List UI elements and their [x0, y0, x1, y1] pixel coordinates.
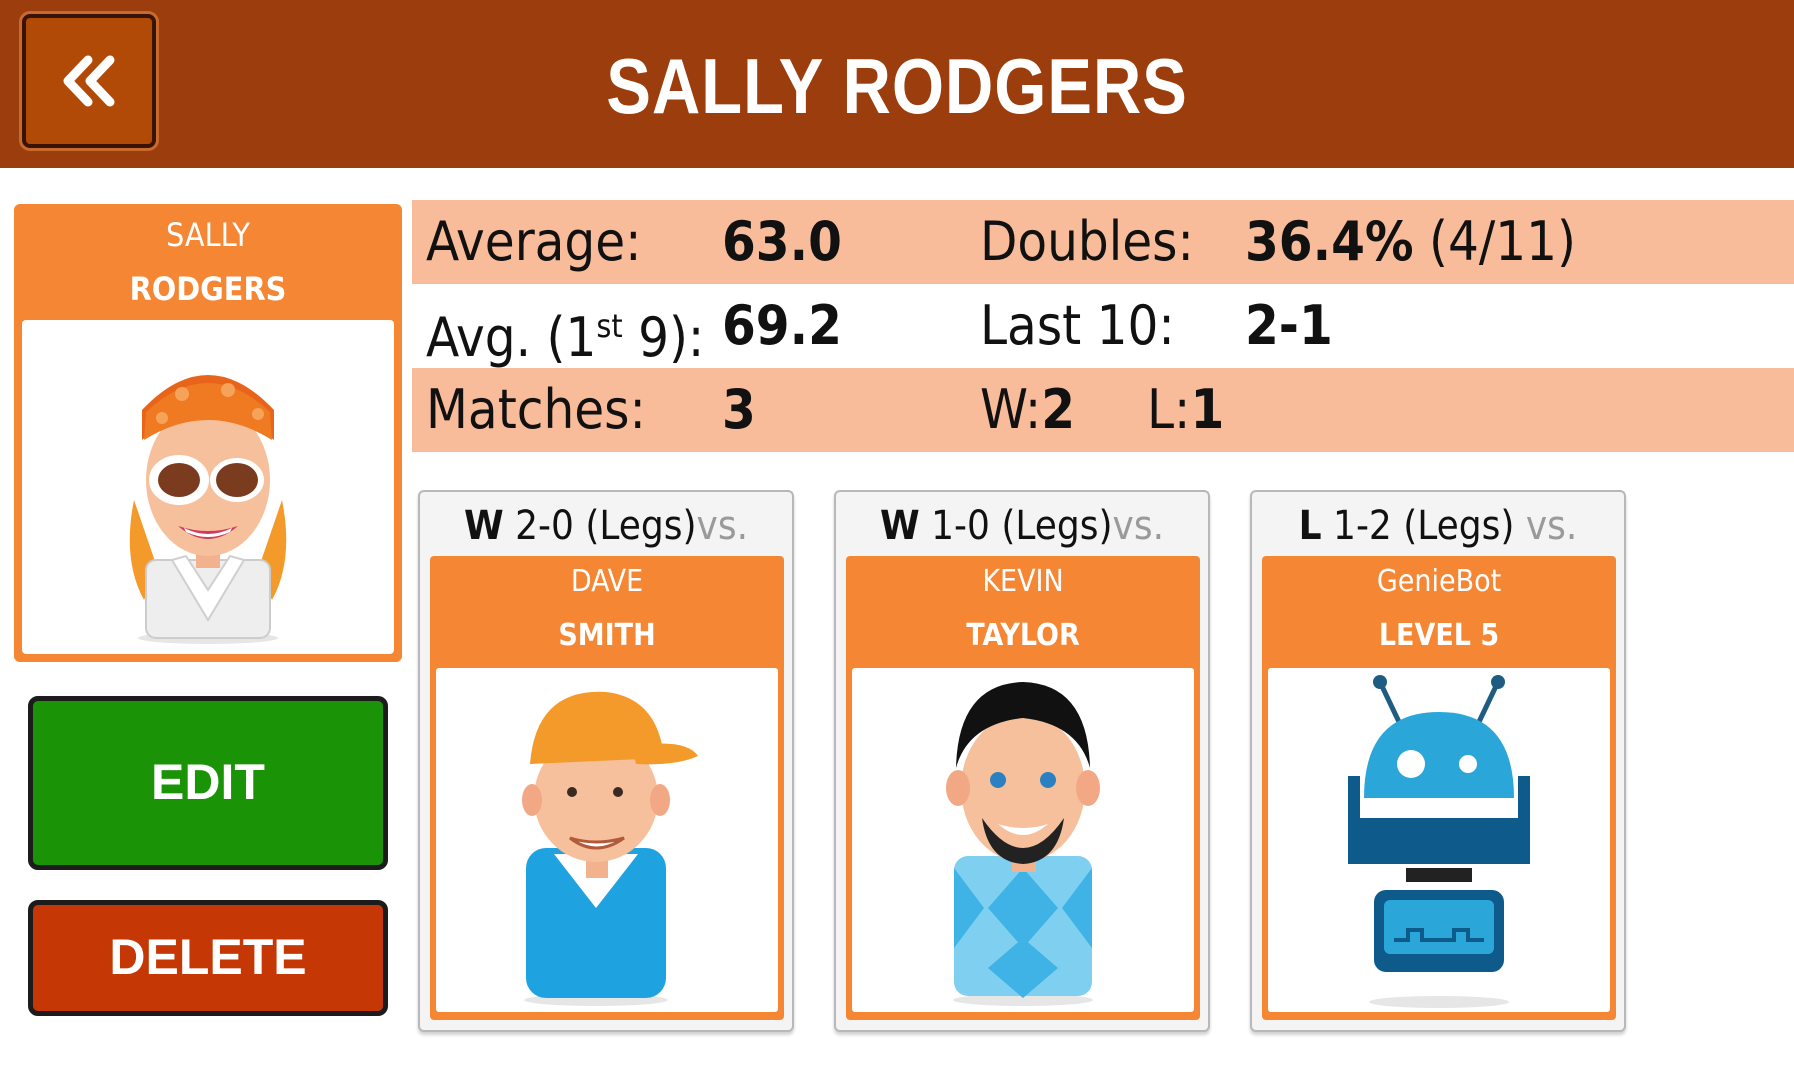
man-goatee-avatar-icon [946, 682, 1100, 1006]
opponent-last-name: LEVEL 5 [1378, 618, 1500, 653]
stat-row-first9: Avg. (1st 9): 69.2 Last 10: 2-1 [412, 284, 1794, 369]
average-value: 63.0 [722, 210, 842, 273]
double-chevron-left-icon [63, 55, 115, 107]
man-orange-cap-avatar-icon [522, 691, 698, 1006]
matches-value: 3 [722, 378, 756, 441]
avg-first9-label: Avg. (1st 9): [426, 306, 705, 369]
match-card[interactable]: W 1-0 (Legs)vs. KEVIN TAYLOR [834, 490, 1210, 1032]
losses-stat: L:1 [1147, 378, 1225, 441]
opponent-first-name: GenieBot [1376, 564, 1502, 599]
header-bar: SALLY RODGERS [0, 0, 1794, 168]
back-button[interactable] [22, 14, 156, 148]
doubles-value: 36.4% (4/11) [1245, 210, 1576, 273]
match-card[interactable]: W 2-0 (Legs)vs. DAVE SMITH [418, 490, 794, 1032]
opponent-card: GenieBot LEVEL 5 [1262, 556, 1616, 1020]
match-result: L 1-2 (Legs) vs. [1298, 503, 1578, 549]
doubles-fraction: (4/11) [1428, 210, 1576, 273]
woman-sunglasses-avatar-icon [129, 375, 287, 644]
match-result: W 2-0 (Legs)vs. [464, 503, 748, 549]
match-result: W 1-0 (Legs)vs. [880, 503, 1164, 549]
average-label: Average: [426, 210, 642, 273]
stat-row-average: Average: 63.0 Doubles: 36.4% (4/11) [412, 200, 1794, 284]
opponent-card: KEVIN TAYLOR [846, 556, 1200, 1020]
last10-label: Last 10: [980, 294, 1175, 357]
player-last-name: RODGERS [129, 270, 287, 308]
page-title: SALLY RODGERS [606, 42, 1188, 130]
opponent-card: DAVE SMITH [430, 556, 784, 1020]
edit-button[interactable]: EDIT [28, 696, 388, 870]
opponent-avatar [436, 668, 778, 1012]
match-card[interactable]: L 1-2 (Legs) vs. GenieBot LEVEL 5 [1250, 490, 1626, 1032]
matches-label: Matches: [426, 378, 646, 441]
opponent-avatar [852, 668, 1194, 1012]
opponent-first-name: KEVIN [982, 564, 1064, 599]
opponent-first-name: DAVE [570, 564, 644, 599]
opponent-last-name: SMITH [558, 618, 656, 653]
last10-value: 2-1 [1245, 294, 1333, 357]
player-stats-table: Average: 63.0 Doubles: 36.4% (4/11) Avg.… [412, 200, 1794, 452]
player-avatar [22, 320, 394, 654]
doubles-label: Doubles: [980, 210, 1194, 273]
wins-stat: W:2 [980, 378, 1076, 441]
avg-first9-value: 69.2 [722, 294, 842, 357]
opponent-avatar [1268, 668, 1610, 1012]
player-first-name: SALLY [166, 216, 250, 254]
player-profile-card: SALLY RODGERS [14, 204, 402, 662]
delete-button[interactable]: DELETE [28, 900, 388, 1016]
opponent-last-name: TAYLOR [966, 618, 1080, 653]
stat-row-matches: Matches: 3 W:2 L:1 [412, 368, 1794, 452]
robot-avatar-icon [1348, 675, 1530, 1008]
